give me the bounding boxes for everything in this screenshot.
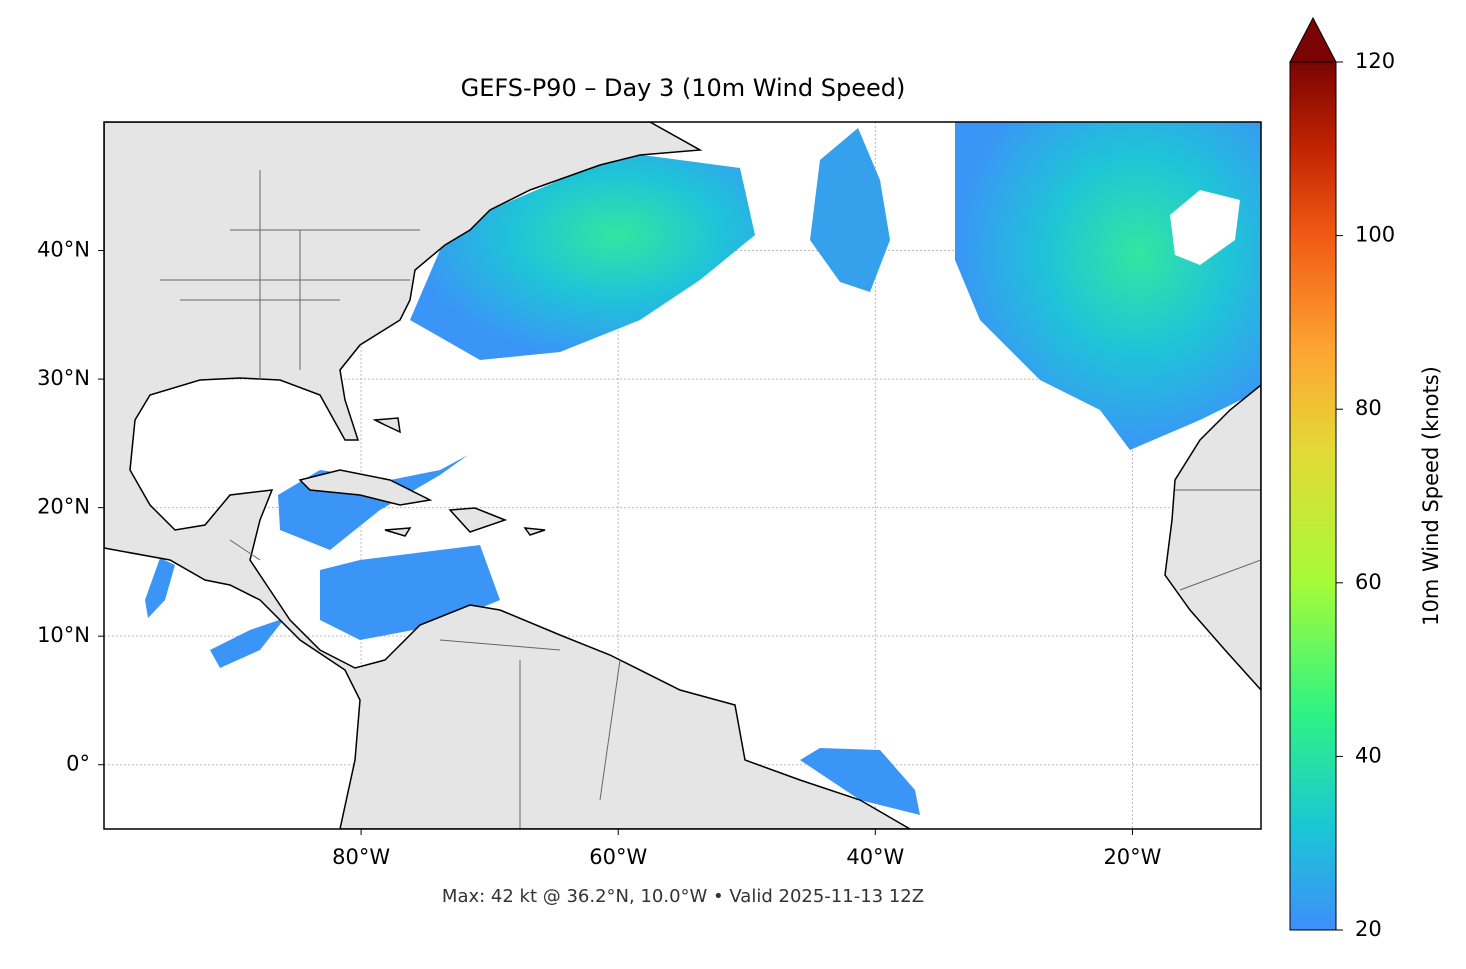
island bbox=[523, 527, 546, 536]
wind-area bbox=[210, 618, 285, 668]
colorbar-tick-label: 20 bbox=[1355, 917, 1382, 941]
island bbox=[372, 417, 401, 434]
colorbar-tick-label: 100 bbox=[1355, 223, 1395, 247]
y-tick-label: 0° bbox=[66, 752, 90, 776]
land bbox=[104, 122, 912, 829]
wind-area bbox=[145, 558, 175, 618]
y-tick-label: 20°N bbox=[37, 495, 90, 519]
y-tick-label: 40°N bbox=[37, 238, 90, 262]
border bbox=[160, 170, 1261, 829]
title: GEFS-P90 – Day 3 (10m Wind Speed) bbox=[461, 74, 906, 102]
map bbox=[104, 122, 1261, 829]
colorbar-tick-label: 60 bbox=[1355, 570, 1382, 594]
island bbox=[448, 507, 508, 533]
colorbar-tick-label: 40 bbox=[1355, 743, 1382, 767]
colorbar bbox=[1289, 61, 1337, 931]
wind-area bbox=[810, 128, 890, 292]
x-tick-label: 60°W bbox=[589, 845, 647, 869]
x-tick-label: 40°W bbox=[846, 845, 904, 869]
land bbox=[1164, 384, 1261, 692]
y-tick-label: 30°N bbox=[37, 366, 90, 390]
island bbox=[298, 469, 433, 506]
colorbar-label: 10m Wind Speed (knots) bbox=[1419, 366, 1443, 626]
island bbox=[384, 527, 412, 537]
footer: Max: 42 kt @ 36.2°N, 10.0°W • Valid 2025… bbox=[442, 886, 924, 907]
y-tick-label: 10°N bbox=[37, 623, 90, 647]
wind-area bbox=[410, 152, 755, 360]
x-tick-label: 80°W bbox=[332, 845, 390, 869]
colorbar-tick-label: 80 bbox=[1355, 396, 1382, 420]
wind-gap bbox=[1170, 190, 1240, 265]
map-frame bbox=[103, 121, 1262, 830]
colorbar-tick-label: 120 bbox=[1355, 49, 1395, 73]
x-tick-label: 20°W bbox=[1103, 845, 1161, 869]
axes: 80°W 60°W 40°W 20°W 0° 10°N 20°N 30°N 40°N 20 40 60… bbox=[37, 49, 1395, 941]
colorbar-extend bbox=[1289, 16, 1337, 63]
wind-area bbox=[800, 748, 920, 815]
